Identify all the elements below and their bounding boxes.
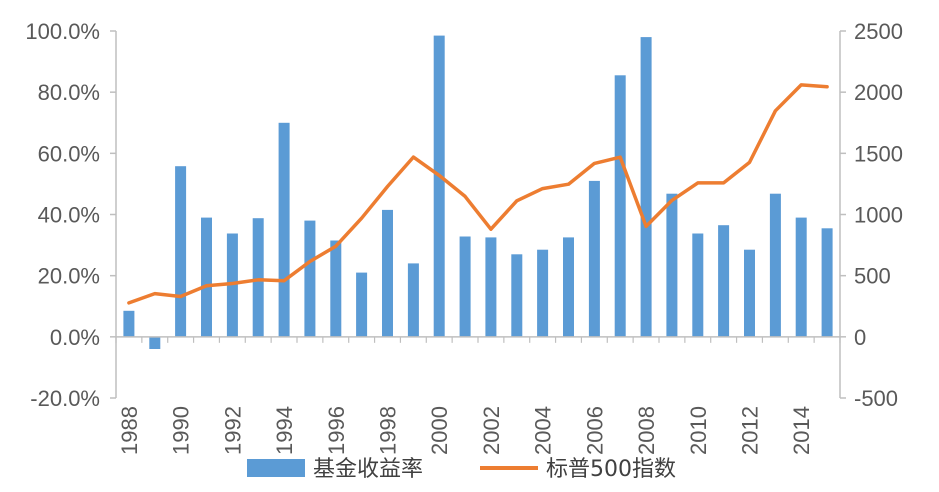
bar-2006 (588, 180, 600, 337)
x-tick-label: 1988 (117, 406, 142, 455)
bar-2013 (769, 193, 781, 337)
y-left-tick-label: 100.0% (25, 19, 100, 44)
bar-1989 (149, 336, 161, 349)
legend-label-line: 标普500指数 (546, 457, 676, 482)
y-right-tick-label: 0 (854, 325, 866, 350)
bar-1991 (201, 217, 212, 337)
bar-1996 (330, 240, 342, 337)
y-left-tick-label: 60.0% (38, 141, 100, 166)
x-tick-label: 2012 (738, 406, 763, 455)
x-tick-label: 2006 (582, 406, 607, 455)
bar-1999 (407, 263, 419, 337)
bar-1995 (304, 220, 316, 337)
bar-2010 (692, 233, 704, 337)
bar-2004 (537, 249, 549, 337)
ticks-layer: -20.0% 0.0% 20.0% 40.0% 60.0% 80.0% 100.0% -500… (25, 19, 903, 455)
x-tick-label: 1996 (324, 406, 349, 455)
y-right-tick-label: 2000 (854, 80, 903, 105)
bar-2000 (433, 35, 445, 337)
x-tick-label: 2014 (789, 406, 814, 455)
bar-1994 (278, 122, 290, 337)
x-tick-label: 1994 (272, 406, 297, 455)
bars-layer (123, 35, 833, 349)
x-tick-label: 2010 (686, 406, 711, 455)
bar-2005 (563, 237, 574, 337)
y-right-tick-label: 1000 (854, 203, 903, 228)
y-left-tick-label: 20.0% (38, 264, 100, 289)
x-tick-label: 2000 (427, 406, 452, 455)
bar-2011 (718, 225, 730, 337)
y-right-tick-label: -500 (854, 386, 898, 411)
bar-2001 (459, 236, 471, 337)
bar-1988 (123, 310, 135, 337)
y-left-tick-label: 40.0% (38, 203, 100, 228)
bar-2014 (795, 217, 807, 337)
bar-2012 (744, 249, 755, 337)
y-right-tick-label: 1500 (854, 141, 903, 166)
y-right-tick-label: 2500 (854, 19, 903, 44)
bar-2003 (511, 254, 523, 337)
line-layer (127, 83, 829, 305)
bar-1990 (175, 166, 187, 337)
legend-label-bar: 基金收益率 (313, 457, 423, 482)
bar-2002 (485, 237, 497, 337)
bar-1993 (252, 218, 264, 337)
bar-2015 (821, 228, 833, 337)
x-tick-label: 2004 (531, 406, 556, 455)
x-tick-label: 1990 (169, 406, 194, 455)
y-left-tick-label: 0.0% (50, 325, 100, 350)
y-left-tick-label: -20.0% (30, 386, 100, 411)
bar-2007 (614, 75, 626, 337)
x-tick-label: 1992 (220, 406, 245, 455)
bar-1997 (356, 272, 368, 337)
bar-2009 (666, 193, 678, 337)
legend: 基金收益率 标普500指数 (247, 457, 676, 482)
x-tick-label: 2002 (479, 406, 504, 455)
x-tick-label: 2008 (634, 406, 659, 455)
line-sp500 (127, 83, 829, 305)
x-tick-label: 1998 (376, 406, 401, 455)
bar-2008 (640, 37, 652, 337)
legend-swatch-bar (247, 459, 305, 477)
bar-1998 (382, 209, 393, 337)
y-right-tick-label: 500 (854, 264, 891, 289)
y-left-tick-label: 80.0% (38, 80, 100, 105)
